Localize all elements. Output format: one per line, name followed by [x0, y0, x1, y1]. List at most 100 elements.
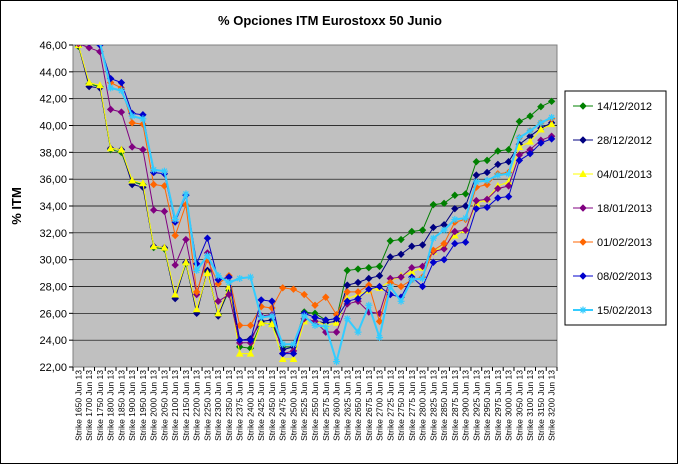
data-point	[160, 207, 169, 216]
x-tick-label: Strike 2475 Jun 13	[278, 370, 288, 441]
x-tick-label: Strike 1700 Jun 13	[84, 370, 94, 441]
x-tick-label: Strike 1650 Jun 13	[73, 370, 83, 441]
data-point	[236, 321, 244, 330]
data-point	[483, 195, 491, 203]
legend-marker	[579, 306, 587, 314]
data-point	[107, 84, 115, 92]
y-tick-label: 44,00	[39, 67, 67, 79]
data-point	[429, 223, 438, 232]
data-point	[451, 191, 459, 199]
data-point	[279, 284, 287, 292]
data-point	[77, 45, 80, 47]
data-point	[182, 258, 190, 266]
x-tick-label: Strike 3000 Jun 13	[504, 370, 514, 441]
x-tick-label: Strike 2250 Jun 13	[202, 370, 212, 441]
chart-title: % Opciones ITM Eurostoxx 50 Junio	[218, 13, 442, 28]
data-point	[418, 262, 427, 271]
data-point	[472, 158, 481, 166]
x-tick-label: Strike 1800 Jun 13	[106, 370, 116, 441]
y-tick-label: 42,00	[39, 94, 67, 106]
data-point	[289, 354, 298, 362]
x-tick-label: Strike 2375 Jun 13	[235, 370, 245, 441]
legend-marker	[579, 102, 587, 110]
data-point	[440, 245, 448, 253]
y-tick-label: 22,00	[39, 362, 67, 374]
data-point	[504, 145, 513, 154]
data-point	[300, 290, 308, 299]
data-point	[440, 239, 448, 248]
x-tick-label: Strike 1900 Jun 13	[127, 370, 137, 441]
data-point	[526, 137, 534, 145]
data-point	[515, 156, 524, 165]
data-point	[257, 296, 265, 304]
plot-area: 22,00 24,00 26,00 28,00 30,00 32,00 34,00 36,00…	[39, 36, 558, 441]
data-point	[160, 167, 168, 175]
data-point	[171, 261, 179, 269]
legend-entry: 04/01/2013	[597, 169, 652, 181]
data-point	[408, 242, 416, 250]
x-tick-label: Strike 3050 Jun 13	[514, 370, 524, 441]
y-tick-label: 30,00	[39, 255, 67, 267]
x-tick-label: Strike 2425 Jun 13	[256, 370, 266, 441]
data-point	[236, 336, 244, 344]
y-axis-label: % ITM	[9, 187, 24, 225]
x-tick-label: Strike 2300 Jun 13	[213, 370, 223, 441]
data-point	[365, 301, 373, 309]
series-group	[75, 36, 556, 366]
x-tick-label: Strike 2800 Jun 13	[418, 370, 428, 441]
x-tick-label: Strike 1850 Jun 13	[116, 370, 126, 441]
data-point	[214, 309, 223, 317]
data-point	[311, 301, 319, 309]
data-point	[236, 274, 244, 282]
legend-marker	[579, 238, 587, 246]
data-point	[86, 37, 93, 44]
x-tick-label: Strike 2400 Jun 13	[245, 370, 255, 441]
data-point	[504, 182, 513, 190]
y-tick-label: 40,00	[39, 121, 67, 133]
data-point	[537, 125, 545, 133]
data-point	[75, 36, 82, 43]
y-tick-label: 32,00	[39, 228, 67, 240]
x-tick-label: Strike 2850 Jun 13	[439, 370, 449, 441]
data-point	[397, 250, 405, 259]
data-point	[149, 242, 158, 250]
y-tick-label: 46,00	[39, 40, 67, 52]
data-point	[117, 78, 126, 87]
data-point	[472, 178, 480, 186]
data-point	[386, 237, 394, 245]
data-point	[300, 312, 308, 320]
y-tick-label: 36,00	[39, 174, 67, 186]
data-point	[386, 283, 394, 290]
x-tick-label: Strike 3150 Jun 13	[536, 370, 546, 441]
data-point	[526, 112, 534, 120]
data-point	[171, 215, 179, 223]
data-point	[375, 272, 384, 280]
legend: 14/12/2012 28/12/2012 04/01/2013 18/01/2013…	[564, 90, 667, 326]
data-point	[354, 288, 362, 296]
data-point	[397, 273, 405, 281]
data-point	[419, 274, 427, 282]
data-point	[214, 272, 222, 280]
data-point	[365, 285, 373, 293]
data-point	[343, 315, 351, 323]
data-point	[149, 180, 158, 189]
data-point	[214, 280, 222, 288]
data-point	[494, 147, 502, 155]
data-point	[88, 45, 91, 47]
data-point	[450, 231, 459, 239]
data-point	[171, 231, 179, 240]
x-tick-label: Strike 2700 Jun 13	[375, 370, 385, 441]
data-point	[246, 321, 255, 330]
data-point	[440, 199, 448, 208]
data-point	[117, 145, 126, 153]
data-point	[149, 206, 158, 214]
data-point	[537, 103, 545, 111]
data-point	[117, 108, 126, 116]
data-point	[193, 266, 201, 274]
data-point	[160, 243, 169, 251]
y-tick-label: 28,00	[39, 282, 67, 294]
data-point	[418, 282, 427, 291]
legend-marker	[579, 136, 587, 144]
data-point	[461, 226, 470, 234]
